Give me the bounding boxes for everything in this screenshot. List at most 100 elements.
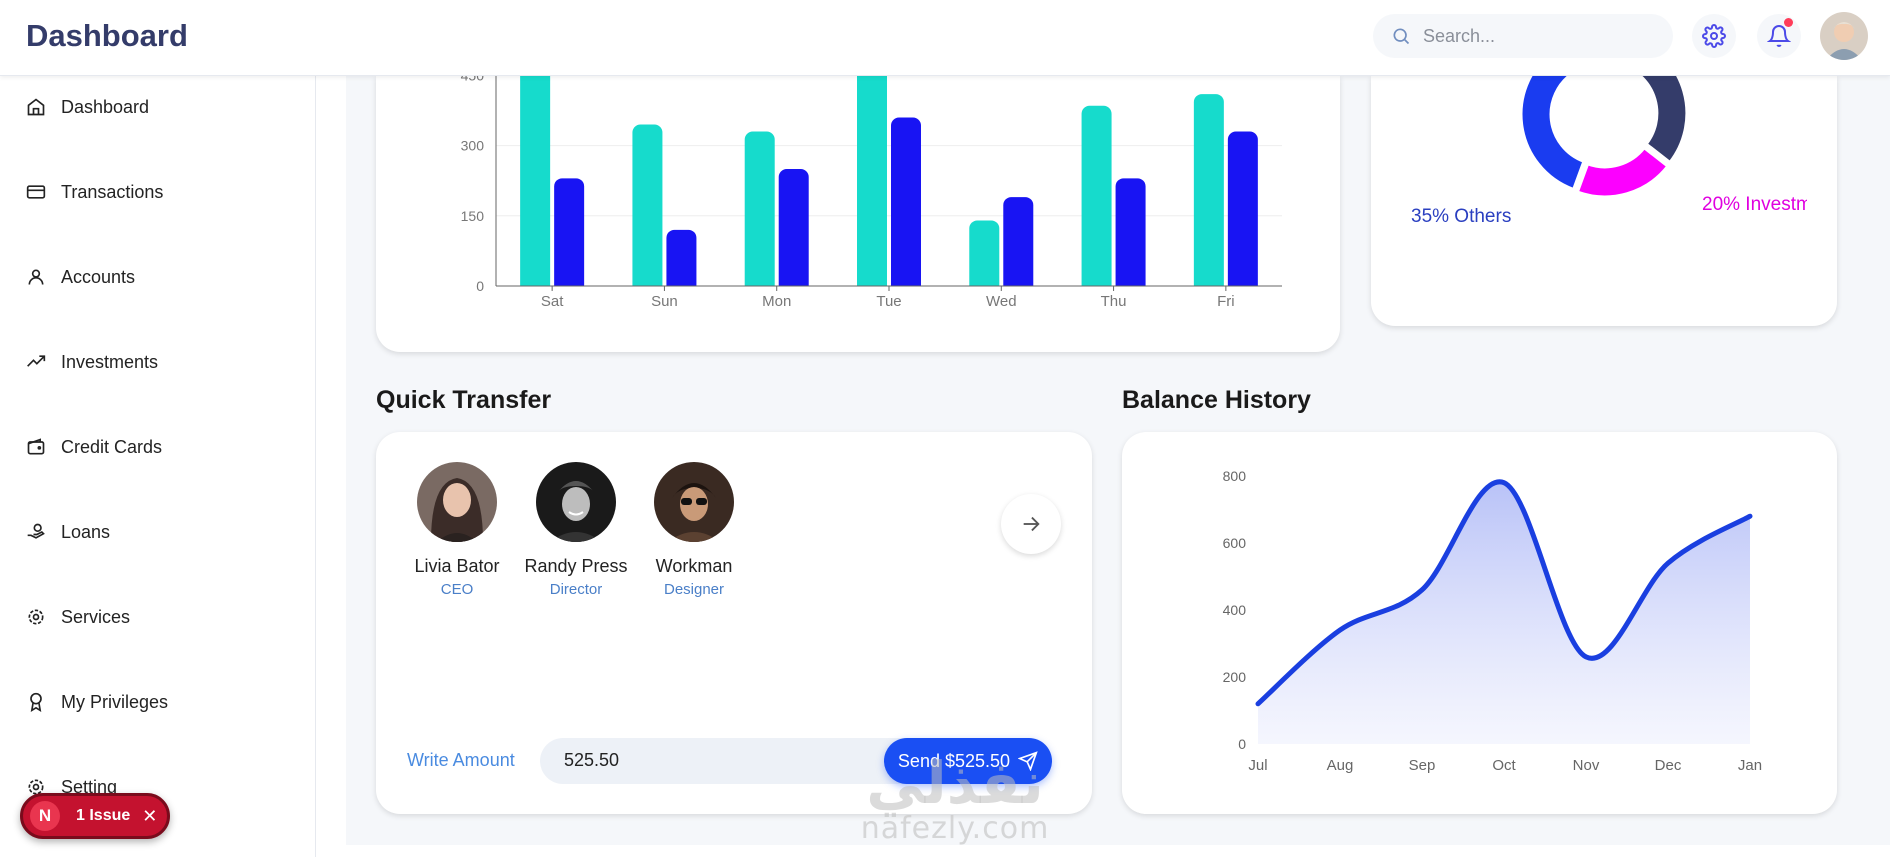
next-contacts-button[interactable] <box>1001 494 1061 554</box>
sidebar-item-my-privileges[interactable]: My Privileges <box>26 687 168 717</box>
bar-base-mask <box>855 286 923 306</box>
arrow-right-icon <box>1023 516 1040 532</box>
contact-workman[interactable]: Workman Designer <box>639 462 749 598</box>
sidebar-item-label: Setting <box>61 776 118 797</box>
pie-slice <box>1638 76 1689 165</box>
x-tick-label: Oct <box>1492 757 1516 774</box>
x-tick-label: Sun <box>651 293 678 310</box>
sidebar-item-credit-cards[interactable]: Credit Cards <box>26 432 162 462</box>
y-tick-label: 0 <box>1238 736 1246 752</box>
y-tick-label: 600 <box>1223 535 1247 551</box>
bar <box>891 117 921 296</box>
x-tick-label: Dec <box>1655 757 1682 774</box>
issue-badge-letter: N <box>30 801 60 831</box>
y-tick-label: 150 <box>461 208 485 224</box>
bar-base-mask <box>967 286 1036 306</box>
bar <box>1081 105 1112 296</box>
sidebar-item-label: My Privileges <box>61 691 169 712</box>
sidebar-item-label: Dashboard <box>61 96 150 117</box>
quick-transfer-card: Livia Bator CEO Randy Press Director Wor… <box>376 432 1092 814</box>
weekly-activity-card: 0 150 300 450 Sat Sun Mon Tue Wed Thu Fri <box>376 76 1340 352</box>
bar-base-mask <box>1079 286 1148 306</box>
sidebar-item-transactions[interactable]: Transactions <box>26 177 163 207</box>
x-tick-label: Tue <box>876 293 901 310</box>
send-amount: $525.50 <box>944 750 1011 771</box>
bar-base-mask <box>742 286 811 306</box>
contact-randy[interactable]: Randy Press Director <box>521 462 631 598</box>
weekly-activity-chart: 0 150 300 450 Sat Sun Mon Tue Wed Thu Fri <box>461 76 1282 310</box>
sidebar-item-label: Investments <box>61 351 159 372</box>
send-label: Send <box>897 750 940 771</box>
balance-history-title: Balance History <box>1122 386 1311 414</box>
bar <box>1193 94 1224 296</box>
bar <box>554 178 585 296</box>
x-tick-label: Aug <box>1327 757 1354 774</box>
sidebar-item-label: Transactions <box>61 181 164 202</box>
bell-icon <box>1767 25 1791 47</box>
sidebar-item-investments[interactable]: Investments <box>26 347 158 377</box>
issue-badge-label: 1 Issue <box>76 807 131 824</box>
credit-card-icon <box>26 185 46 199</box>
award-icon <box>30 692 42 712</box>
x-tick-label: Wed <box>986 293 1017 310</box>
contact-livia[interactable]: Livia Bator CEO <box>402 462 512 598</box>
series-line <box>1255 479 1753 707</box>
bar <box>1115 178 1146 296</box>
x-tick-label: Jul <box>1248 757 1267 774</box>
sidebar-item-services[interactable]: Services <box>26 602 130 632</box>
gear-icon <box>1702 24 1726 48</box>
expense-statistics-chart: 35% Others 20% Investm <box>1411 76 1837 227</box>
pie-label-others: 35% Others <box>1411 206 1511 227</box>
sidebar-item-label: Loans <box>61 521 111 542</box>
bar-base-mask <box>518 286 587 306</box>
x-tick-label: Sat <box>541 293 564 310</box>
sidebar-item-loans[interactable]: Loans <box>26 517 110 547</box>
user-avatar[interactable] <box>1820 12 1868 60</box>
bar <box>778 168 809 296</box>
label-clip <box>1807 186 1837 226</box>
balance-history-card: 0 200 400 600 800 Jul Aug Sep Oct Nov Dec Jan <box>1122 432 1837 814</box>
contact-name: Livia Bator <box>414 556 500 576</box>
close-icon[interactable]: ✕ <box>142 805 158 826</box>
gear-icon <box>28 609 44 625</box>
search-input[interactable] <box>1423 25 1663 47</box>
x-tick-label: Sep <box>1409 757 1436 774</box>
expense-statistics-card: 35% Others 20% Investm <box>1371 76 1837 326</box>
settings-button[interactable] <box>1692 14 1736 58</box>
notifications-button[interactable] <box>1757 14 1801 58</box>
bar <box>1227 131 1258 296</box>
contact-name: Randy Press <box>524 556 628 576</box>
send-button[interactable]: Send $525.50 <box>884 738 1052 784</box>
send-icon <box>1018 751 1038 771</box>
sidebar-item-dashboard[interactable]: Dashboard <box>26 92 149 122</box>
sidebar-item-label: Services <box>61 606 131 627</box>
amount-input[interactable] <box>564 750 864 771</box>
x-tick-label: Jan <box>1738 757 1762 774</box>
bar <box>520 76 551 296</box>
contact-name: Workman <box>655 556 733 576</box>
sidebar-item-accounts[interactable]: Accounts <box>26 262 135 292</box>
top-header: Dashboard <box>0 0 1890 76</box>
quick-transfer-title: Quick Transfer <box>376 386 552 414</box>
search-bar[interactable] <box>1373 14 1673 58</box>
area-fill <box>1258 481 1750 744</box>
notification-dot <box>1784 18 1793 27</box>
contact-role: Director <box>549 581 603 598</box>
contact-role: Designer <box>663 581 725 598</box>
page-title: Dashboard <box>26 18 188 53</box>
wallet-icon <box>27 438 45 455</box>
x-tick-label: Thu <box>1101 293 1127 310</box>
loan-hand-icon <box>27 523 45 539</box>
pie-slice <box>1519 76 1586 192</box>
write-amount-label: Write Amount <box>407 750 515 770</box>
sidebar-item-label: Accounts <box>61 266 136 287</box>
bar <box>969 220 1000 296</box>
bar <box>1003 197 1034 296</box>
y-tick-label: 300 <box>461 138 485 154</box>
issue-badge[interactable]: N 1 Issue ✕ <box>20 793 170 839</box>
x-tick-label: Mon <box>762 293 791 310</box>
bar-base-mask <box>1191 286 1260 306</box>
home-icon <box>27 98 45 116</box>
avatar <box>654 462 734 542</box>
sidebar: Dashboard Transactions Accounts Investme… <box>0 76 316 857</box>
